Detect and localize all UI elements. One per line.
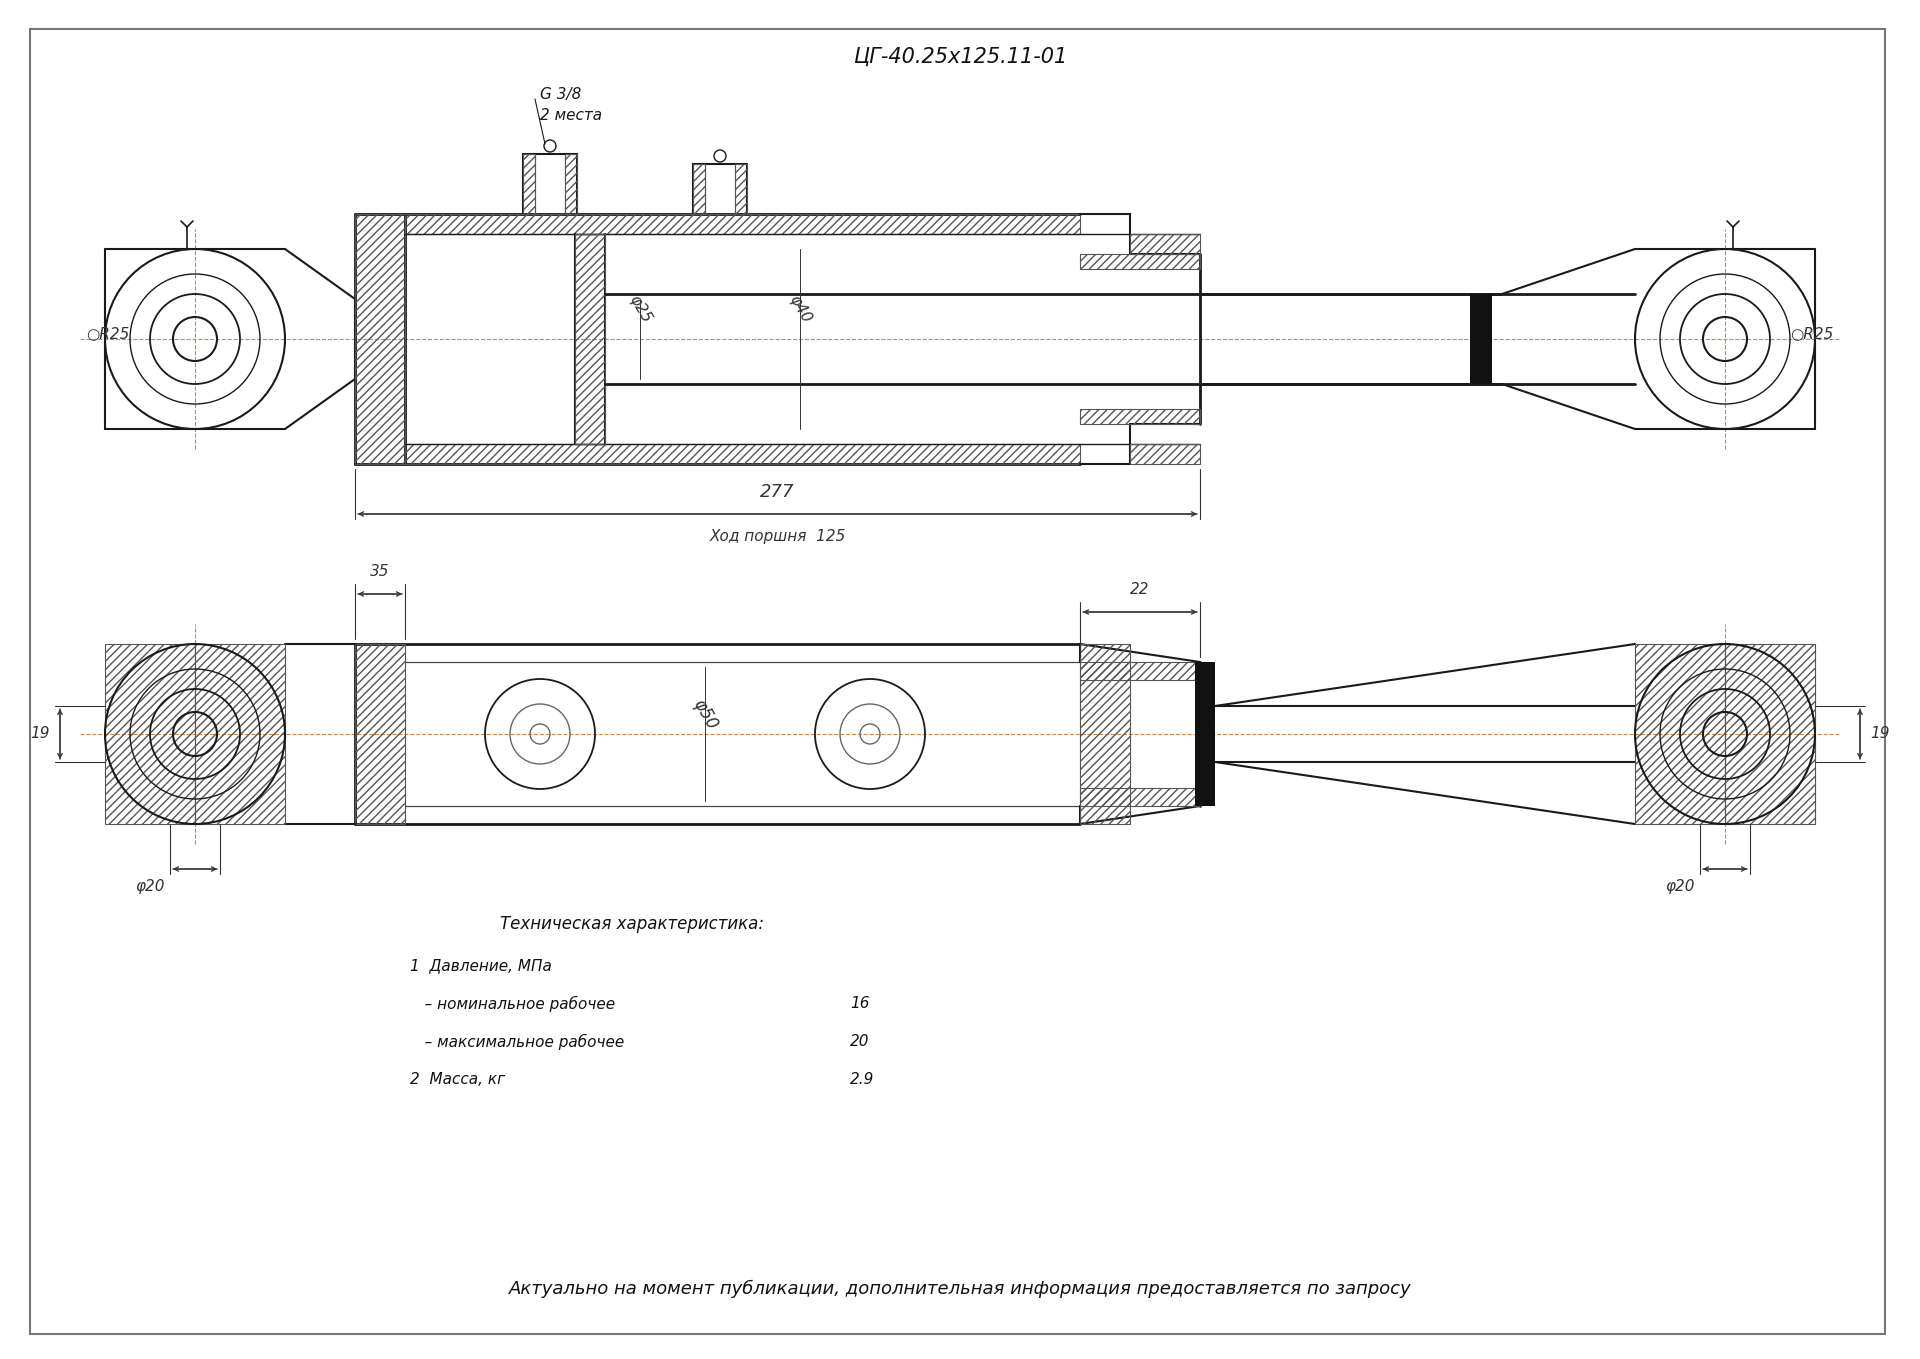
Text: 35: 35 — [371, 564, 390, 579]
Bar — [522, 154, 536, 213]
Text: Ход поршня  125: Ход поршня 125 — [708, 529, 845, 544]
Text: 16: 16 — [851, 996, 870, 1011]
Bar — [522, 154, 536, 213]
Bar — [574, 234, 605, 444]
Bar — [1636, 644, 1724, 824]
Text: φ25: φ25 — [626, 292, 655, 326]
Text: ○R25: ○R25 — [86, 326, 131, 341]
Bar — [693, 164, 705, 213]
Text: 22: 22 — [1131, 583, 1150, 598]
Text: φ50: φ50 — [689, 696, 720, 733]
Text: 277: 277 — [760, 482, 795, 501]
Bar — [1079, 788, 1200, 806]
Bar — [405, 213, 1079, 234]
Bar — [1079, 409, 1200, 424]
Text: φ20: φ20 — [134, 879, 165, 894]
Bar — [1079, 254, 1200, 269]
Text: 20: 20 — [851, 1034, 870, 1049]
Bar — [574, 234, 605, 444]
Text: ЦГ-40.25х125.11-01: ЦГ-40.25х125.11-01 — [852, 48, 1068, 67]
Bar — [1079, 409, 1200, 424]
Bar — [1724, 644, 1814, 824]
Text: 2  Масса, кг: 2 Масса, кг — [411, 1072, 505, 1087]
Text: Техническая характеристика:: Техническая характеристика: — [499, 915, 764, 934]
Bar — [1131, 234, 1200, 254]
Bar — [1131, 444, 1200, 463]
Bar — [1194, 662, 1215, 806]
Text: 2 места: 2 места — [540, 109, 603, 124]
Text: φ20: φ20 — [1665, 879, 1695, 894]
Text: – номинальное рабочее: – номинальное рабочее — [411, 996, 614, 1012]
Bar — [1131, 444, 1200, 463]
Bar — [564, 154, 578, 213]
Bar — [355, 644, 405, 824]
Bar — [355, 644, 405, 824]
Bar — [1471, 294, 1492, 385]
Bar — [735, 164, 747, 213]
Bar — [693, 164, 705, 213]
Bar — [1079, 788, 1200, 806]
Bar — [196, 644, 284, 824]
Bar — [1079, 644, 1131, 824]
Bar — [564, 154, 578, 213]
Bar — [1079, 662, 1200, 680]
Bar — [1724, 644, 1814, 824]
Text: Актуально на момент публикации, дополнительная информация предоставляется по зап: Актуально на момент публикации, дополнит… — [509, 1280, 1411, 1298]
Text: ○R25: ○R25 — [1789, 326, 1834, 341]
Bar — [355, 213, 405, 463]
Bar — [405, 213, 1079, 234]
Bar — [1079, 254, 1200, 269]
Text: 19: 19 — [1870, 727, 1889, 742]
Bar — [735, 164, 747, 213]
Bar — [1079, 644, 1131, 824]
Bar — [106, 644, 196, 824]
Bar — [1636, 644, 1724, 824]
Bar — [355, 213, 405, 463]
Bar — [405, 444, 1079, 463]
Bar — [405, 444, 1079, 463]
Text: – максимальное рабочее: – максимальное рабочее — [411, 1034, 624, 1051]
Text: φ40: φ40 — [785, 292, 814, 326]
Text: G 3/8: G 3/8 — [540, 87, 582, 102]
Text: 2.9: 2.9 — [851, 1072, 874, 1087]
Bar — [196, 644, 284, 824]
Bar — [1131, 234, 1200, 254]
Bar — [106, 644, 196, 824]
Bar — [1079, 662, 1200, 680]
Text: 1  Давление, МПа: 1 Давление, МПа — [411, 958, 551, 973]
Text: 19: 19 — [31, 727, 50, 742]
